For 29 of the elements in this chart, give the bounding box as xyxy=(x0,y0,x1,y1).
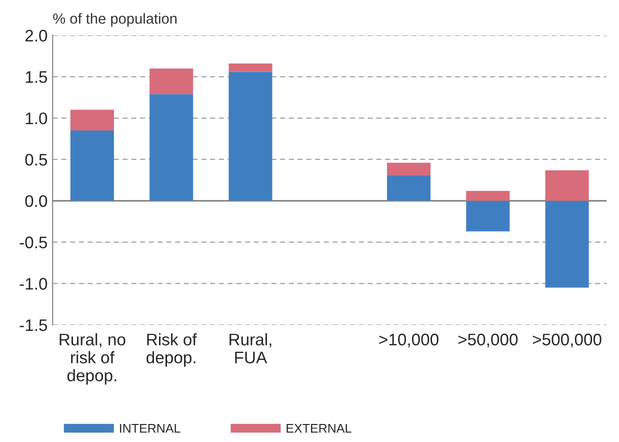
y-tick-label: 1.0 xyxy=(26,112,48,124)
legend-label: EXTERNAL xyxy=(286,424,352,433)
y-axis-title: % of the population xyxy=(53,13,177,27)
bar xyxy=(150,68,194,94)
bar xyxy=(466,200,510,232)
x-tick-label: >500,000 xyxy=(532,334,602,348)
bar xyxy=(70,130,114,201)
bar xyxy=(386,162,431,176)
y-tick-label: -0.5 xyxy=(20,236,48,248)
bar xyxy=(545,170,589,201)
y-tick-label: 0.0 xyxy=(25,195,48,207)
x-tick-label: Rural, FUA xyxy=(230,333,272,364)
bar xyxy=(228,63,272,72)
y-tick-label: -1.0 xyxy=(20,278,48,290)
y-tick-label: 2.0 xyxy=(25,30,48,42)
bar xyxy=(545,200,589,288)
x-tick-label: >10,000 xyxy=(379,334,438,348)
bar xyxy=(228,72,272,201)
y-tick-label: -1.5 xyxy=(20,319,48,332)
bar xyxy=(150,94,194,201)
bar xyxy=(386,175,431,201)
x-tick-label: Rural, no risk of depop. xyxy=(60,333,126,385)
y-tick-label: 1.5 xyxy=(26,71,48,83)
y-tick-label: 0.5 xyxy=(25,154,48,166)
x-tick-label: Risk of depop. xyxy=(146,333,197,367)
x-tick-label: >50,000 xyxy=(458,334,518,348)
legend-label: INTERNAL xyxy=(120,424,180,433)
bar xyxy=(70,110,114,130)
bar xyxy=(466,190,510,201)
